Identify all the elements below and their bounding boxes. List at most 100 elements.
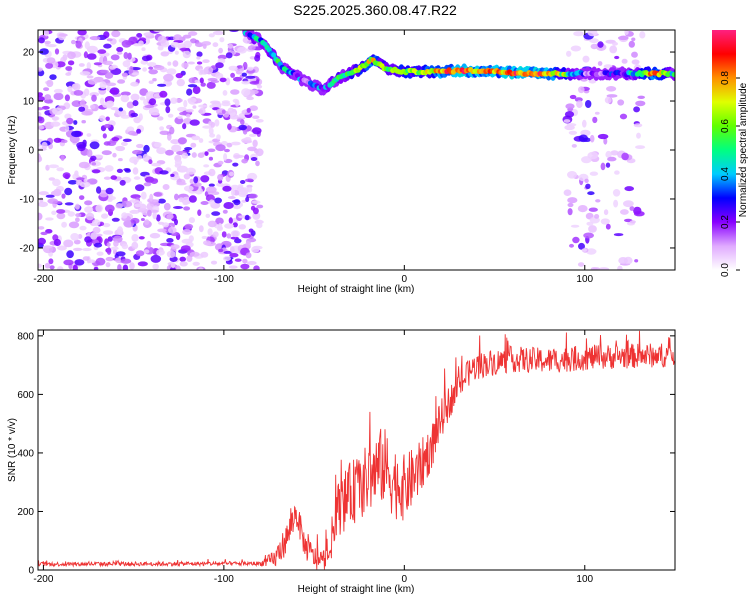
noise-speckle <box>590 267 598 270</box>
noise-speckle <box>91 162 97 166</box>
noise-speckle <box>84 236 92 243</box>
noise-speckle <box>74 203 80 210</box>
noise-speckle <box>255 119 264 123</box>
noise-speckle <box>223 250 233 254</box>
noise-speckle <box>227 123 232 130</box>
noise-speckle <box>234 238 242 244</box>
noise-speckle <box>612 189 621 197</box>
noise-speckle <box>606 94 618 98</box>
noise-speckle <box>196 61 203 65</box>
noise-speckle <box>617 265 623 270</box>
noise-speckle <box>228 65 238 71</box>
noise-speckle <box>587 191 595 196</box>
noise-speckle <box>57 266 64 270</box>
noise-speckle <box>106 38 113 42</box>
noise-speckle <box>635 145 646 150</box>
noise-speckle <box>215 72 224 79</box>
noise-speckle <box>75 213 82 218</box>
noise-speckle <box>93 266 99 270</box>
noise-speckle <box>195 42 204 48</box>
noise-speckle <box>182 229 192 235</box>
noise-speckle <box>606 86 617 92</box>
noise-speckle <box>581 248 587 252</box>
noise-speckle <box>199 107 206 115</box>
noise-speckle <box>106 247 112 255</box>
noise-speckle <box>588 225 597 233</box>
noise-speckle <box>110 175 118 180</box>
noise-speckle <box>106 242 111 248</box>
noise-speckle <box>567 208 573 216</box>
noise-speckle <box>217 160 224 165</box>
noise-speckle <box>170 139 180 145</box>
noise-speckle <box>222 185 232 192</box>
noise-speckle <box>208 33 215 38</box>
noise-speckle <box>77 30 87 36</box>
noise-speckle <box>607 156 617 162</box>
noise-speckle <box>572 236 580 244</box>
noise-speckle <box>189 251 200 257</box>
noise-speckle <box>152 211 157 220</box>
noise-speckle <box>49 74 57 80</box>
noise-speckle <box>210 100 221 105</box>
noise-speckle <box>86 133 92 137</box>
y-tick-label: 0 <box>28 146 34 157</box>
noise-speckle <box>38 67 43 72</box>
noise-speckle <box>255 160 260 167</box>
x-tick-label: 100 <box>576 574 593 585</box>
noise-speckle <box>83 88 90 97</box>
noise-speckle <box>228 171 235 177</box>
noise-speckle <box>198 225 204 233</box>
noise-speckle <box>207 220 217 228</box>
noise-speckle <box>64 125 70 132</box>
noise-speckle <box>208 183 215 187</box>
noise-speckle <box>67 51 76 60</box>
noise-speckle <box>104 72 114 79</box>
noise-speckle <box>139 96 146 101</box>
noise-speckle <box>143 249 150 254</box>
noise-speckle <box>115 145 126 152</box>
noise-speckle <box>245 75 256 79</box>
noise-speckle <box>565 103 575 110</box>
noise-speckle <box>240 180 246 184</box>
noise-speckle <box>173 34 183 42</box>
noise-speckle <box>207 228 213 236</box>
noise-speckle <box>251 127 262 135</box>
noise-speckle <box>140 218 145 221</box>
noise-speckle <box>46 57 56 64</box>
noise-speckle <box>251 200 261 204</box>
noise-speckle <box>167 113 174 118</box>
noise-speckle <box>121 200 133 208</box>
noise-speckle <box>222 209 228 214</box>
x-tick-label: 0 <box>402 574 408 585</box>
noise-speckle <box>73 247 83 251</box>
noise-speckle <box>181 62 189 69</box>
noise-speckle <box>621 58 628 64</box>
noise-speckle <box>214 197 223 204</box>
noise-speckle <box>132 149 143 155</box>
noise-speckle <box>166 81 172 86</box>
noise-speckle <box>595 199 601 203</box>
noise-speckle <box>86 62 92 70</box>
noise-speckle <box>618 257 628 265</box>
noise-speckle <box>80 99 86 108</box>
noise-speckle <box>73 90 84 96</box>
noise-speckle <box>203 240 212 246</box>
noise-speckle <box>76 177 85 181</box>
noise-speckle <box>629 206 635 211</box>
noise-speckle <box>53 92 64 101</box>
noise-speckle <box>242 140 253 144</box>
noise-speckle <box>136 155 143 160</box>
noise-speckle <box>219 37 225 43</box>
noise-speckle <box>90 232 98 240</box>
noise-speckle <box>166 68 177 75</box>
noise-speckle <box>624 30 629 35</box>
noise-speckle <box>240 119 245 125</box>
noise-speckle <box>136 33 143 38</box>
noise-speckle <box>567 202 574 208</box>
noise-speckle <box>198 267 204 270</box>
x-tick-label: -100 <box>214 274 234 285</box>
noise-speckle <box>228 217 233 224</box>
noise-speckle <box>171 144 182 153</box>
noise-speckle <box>154 142 162 148</box>
